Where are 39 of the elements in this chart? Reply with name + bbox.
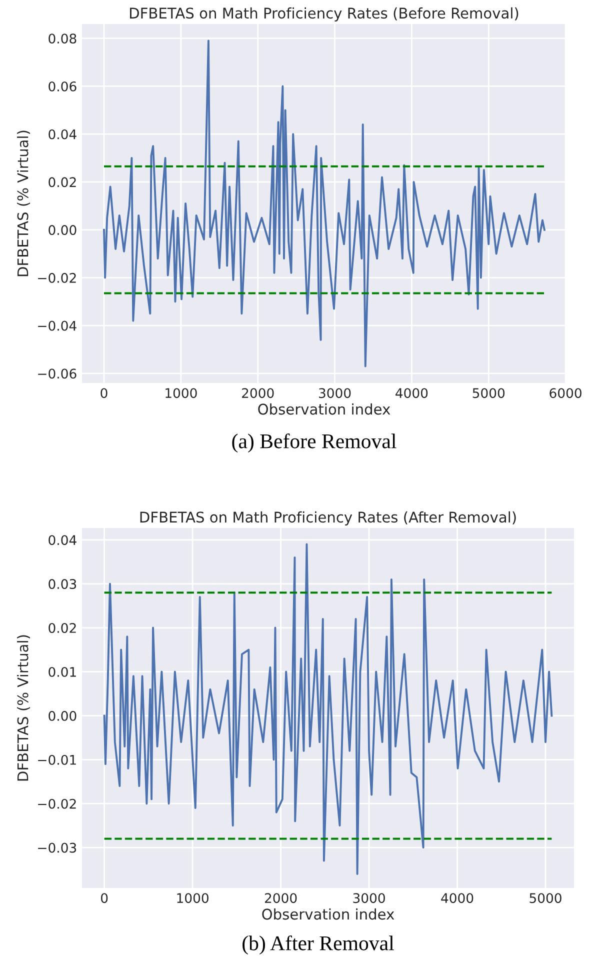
y-tick-label: 0.02: [48, 623, 76, 633]
x-axis-title: Observation index: [262, 908, 394, 920]
y-tick-label: −0.04: [38, 320, 76, 331]
y-tick-label: 0.00: [48, 225, 76, 236]
x-tick-label: 1000: [177, 893, 208, 904]
y-tick-label: 0.08: [48, 34, 76, 44]
text: (a) Before Removal: [232, 433, 396, 453]
y-tick-label: 0.03: [48, 579, 76, 590]
y-tick-label: 0.00: [48, 710, 76, 721]
y-tick-label: 0.04: [48, 535, 76, 546]
x-tick-label: 6000: [550, 388, 582, 398]
line-series: [103, 543, 553, 875]
y-axis-title: DFBETAS (% Virtual): [17, 635, 30, 781]
x-tick-label: 3000: [318, 388, 351, 398]
x-tick-label: 2000: [242, 388, 274, 398]
x-tick-label: 2000: [264, 893, 297, 904]
text: (b) After Removal: [242, 935, 394, 955]
y-tick-label: 0.02: [48, 177, 76, 188]
x-axis-title: Observation index: [258, 403, 390, 415]
y-tick-label: −0.02: [38, 798, 76, 809]
chart-title: DFBETAS on Math Proficiency Rates (Before Removal): [130, 7, 518, 22]
x-tick-label: 3000: [353, 893, 385, 904]
y-tick-label: 0.01: [48, 666, 76, 677]
y-tick-label: −0.03: [38, 842, 76, 853]
line-series: [103, 40, 546, 368]
y-tick-label: −0.02: [38, 272, 76, 283]
chart-title: DFBETAS on Math Proficiency Rates (After Removal): [140, 511, 516, 526]
y-axis-title: DFBETAS (% Virtual): [17, 130, 30, 276]
y-tick-label: −0.01: [38, 754, 76, 765]
y-tick-label: 0.04: [48, 129, 76, 140]
y-tick-label: 0.06: [48, 81, 76, 92]
x-tick-label: 5000: [530, 893, 562, 904]
x-tick-label: 5000: [472, 388, 505, 398]
x-tick-label: 0: [100, 893, 108, 904]
x-tick-label: 0: [100, 388, 108, 398]
y-tick-label: −0.06: [38, 368, 76, 379]
x-tick-label: 1000: [166, 388, 197, 398]
x-tick-label: 4000: [441, 893, 474, 904]
x-tick-label: 4000: [396, 388, 428, 398]
